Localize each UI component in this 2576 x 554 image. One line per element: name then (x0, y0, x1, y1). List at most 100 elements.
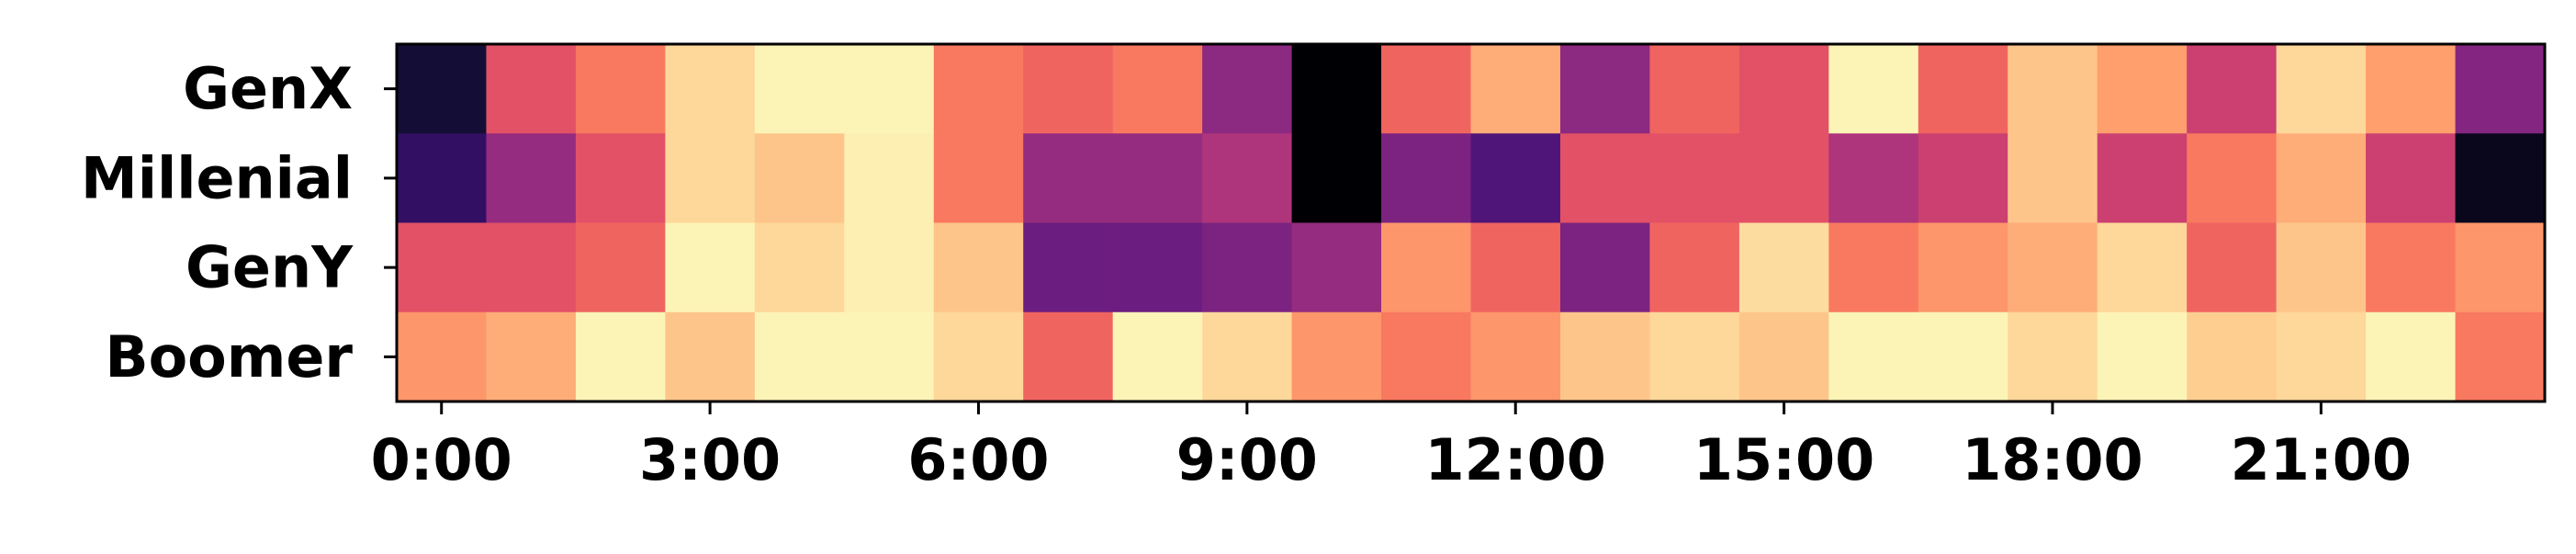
heatmap-cell-boomer-9 (1202, 311, 1293, 402)
heatmap-cell-geny-11 (1381, 222, 1472, 313)
heatmap-cell-millenial-3 (665, 133, 756, 224)
heatmap-cell-geny-14 (1649, 222, 1740, 313)
heatmap-cell-millenial-17 (1918, 133, 2008, 224)
heatmap-cell-genx-9 (1202, 44, 1293, 134)
x-tick-label: 0:00 (371, 426, 512, 493)
x-tick-label: 12:00 (1425, 426, 1606, 493)
heatmap-cell-geny-23 (2455, 222, 2546, 313)
heatmap-cell-boomer-21 (2276, 311, 2367, 402)
heatmap-cell-boomer-8 (1112, 311, 1203, 402)
heatmap-cell-geny-0 (397, 222, 488, 313)
heatmap-cell-geny-10 (1291, 222, 1382, 313)
y-axis: GenX Millenial GenY Boomer (81, 55, 397, 390)
heatmap-cell-genx-21 (2276, 44, 2367, 134)
heatmap-cell-geny-13 (1559, 222, 1651, 313)
heatmap-cell-genx-19 (2097, 44, 2188, 134)
heatmap-cell-genx-8 (1112, 44, 1203, 134)
heatmap-cell-boomer-19 (2097, 311, 2188, 402)
heatmap-cell-millenial-4 (754, 133, 845, 224)
heatmap-cell-boomer-4 (754, 311, 845, 402)
heatmap-cell-boomer-1 (486, 311, 577, 402)
heatmap-cell-boomer-2 (575, 311, 666, 402)
heatmap-cell-genx-15 (1738, 44, 1829, 134)
heatmap-cell-geny-5 (844, 222, 935, 313)
heatmap-cell-boomer-18 (2008, 311, 2098, 402)
heatmap-cell-genx-23 (2455, 44, 2546, 134)
heatmap-cell-boomer-20 (2187, 311, 2278, 402)
heatmap-cell-geny-1 (486, 222, 577, 313)
heatmap-cell-geny-18 (2008, 222, 2098, 313)
heatmap-cell-genx-10 (1291, 44, 1382, 134)
heatmap-cell-genx-20 (2187, 44, 2278, 134)
heatmap-cell-genx-11 (1381, 44, 1472, 134)
heatmap-cell-boomer-16 (1828, 311, 1919, 402)
heatmap-cell-millenial-19 (2097, 133, 2188, 224)
y-tick-label: GenY (186, 234, 354, 301)
heatmap-cell-boomer-15 (1738, 311, 1829, 402)
heatmap-cell-millenial-5 (844, 133, 935, 224)
x-tick-label: 3:00 (639, 426, 781, 493)
heatmap-cell-boomer-22 (2366, 311, 2457, 402)
x-tick-label: 18:00 (1962, 426, 2143, 493)
heatmap-cell-boomer-17 (1918, 311, 2008, 402)
y-tick-label: Millenial (81, 144, 353, 211)
heatmap-cell-genx-6 (933, 44, 1024, 134)
heatmap-cell-millenial-12 (1470, 133, 1561, 224)
heatmap-cell-genx-16 (1828, 44, 1919, 134)
heatmap-cell-boomer-3 (665, 311, 756, 402)
heatmap-cell-millenial-15 (1738, 133, 1829, 224)
heatmap-cell-boomer-14 (1649, 311, 1740, 402)
heatmap-cell-millenial-7 (1023, 133, 1114, 224)
heatmap-cell-geny-3 (665, 222, 756, 313)
heatmap-cell-millenial-0 (397, 133, 488, 224)
heatmap-cell-genx-0 (397, 44, 488, 134)
x-tick-label: 6:00 (907, 426, 1049, 493)
heatmap-cell-millenial-10 (1291, 133, 1382, 224)
heatmap-cell-millenial-6 (933, 133, 1024, 224)
heatmap-cell-millenial-14 (1649, 133, 1740, 224)
heatmap-cell-genx-18 (2008, 44, 2098, 134)
y-tick-label: Boomer (105, 323, 353, 390)
heatmap-cell-boomer-7 (1023, 311, 1114, 402)
heatmap-cell-geny-17 (1918, 222, 2008, 313)
heatmap-cell-boomer-0 (397, 311, 488, 402)
heatmap-cell-geny-15 (1738, 222, 1829, 313)
heatmap-cell-millenial-20 (2187, 133, 2278, 224)
heatmap-cell-millenial-1 (486, 133, 577, 224)
heatmap-cell-genx-5 (844, 44, 935, 134)
heatmap-cell-genx-14 (1649, 44, 1740, 134)
heatmap-cell-boomer-23 (2455, 311, 2546, 402)
heatmap-cell-genx-17 (1918, 44, 2008, 134)
plot-frame (395, 42, 2547, 403)
x-tick-label: 15:00 (1693, 426, 1874, 493)
heatmap-cell-millenial-11 (1381, 133, 1472, 224)
heatmap-cell-boomer-5 (844, 311, 935, 402)
x-tick-label: 21:00 (2231, 426, 2412, 493)
heatmap-cell-geny-6 (933, 222, 1024, 313)
heatmap-cell-geny-9 (1202, 222, 1293, 313)
heatmap-cell-millenial-22 (2366, 133, 2457, 224)
heatmap-cell-geny-8 (1112, 222, 1203, 313)
heatmap-cell-geny-20 (2187, 222, 2278, 313)
heatmap-cell-geny-21 (2276, 222, 2367, 313)
heatmap-cell-genx-7 (1023, 44, 1114, 134)
heatmap-cell-genx-4 (754, 44, 845, 134)
heatmap-cell-boomer-11 (1381, 311, 1472, 402)
heatmap-cell-boomer-13 (1559, 311, 1651, 402)
heatmap-cell-genx-22 (2366, 44, 2457, 134)
heatmap-cell-boomer-12 (1470, 311, 1561, 402)
heatmap-cell-millenial-9 (1202, 133, 1293, 224)
heatmap-cell-geny-4 (754, 222, 845, 313)
x-tick-label: 9:00 (1176, 426, 1318, 493)
y-tick-label: GenX (183, 55, 353, 122)
heatmap-cell-millenial-2 (575, 133, 666, 224)
heatmap-cell-geny-7 (1023, 222, 1114, 313)
heatmap-cell-genx-3 (665, 44, 756, 134)
heatmap-cell-genx-2 (575, 44, 666, 134)
heatmap-cells (397, 44, 2546, 402)
heatmap-cell-boomer-10 (1291, 311, 1382, 402)
heatmap-cell-boomer-6 (933, 311, 1024, 402)
heatmap-cell-geny-19 (2097, 222, 2188, 313)
heatmap-cell-millenial-8 (1112, 133, 1203, 224)
